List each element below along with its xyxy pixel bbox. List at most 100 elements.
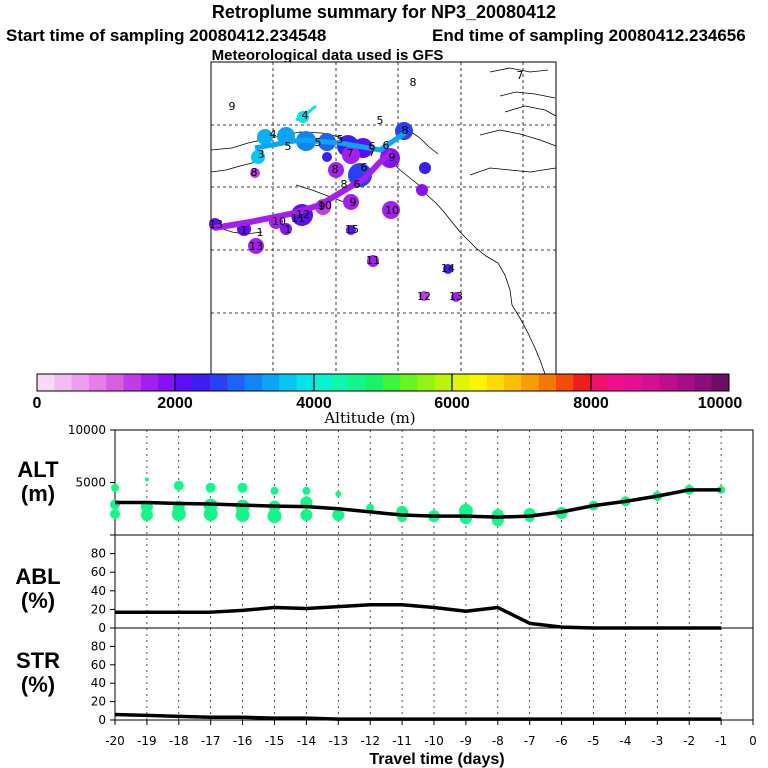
alt-point: [300, 509, 313, 522]
met-data-label: Meteorological data used is GFS: [211, 47, 444, 64]
colorbar-cell: [383, 374, 401, 391]
x-tick-label: -17: [201, 734, 221, 748]
end-time-label: End time of sampling 20080412.234656: [432, 26, 746, 45]
colorbar-cell: [313, 374, 332, 391]
colorbar: 0 2000 4000 6000 8000 10000 Altitude (m): [33, 373, 743, 427]
colorbar-cell: [140, 374, 159, 391]
plume-blob: [251, 150, 265, 164]
map-day-label: 11: [366, 254, 380, 267]
colorbar-cell: [365, 374, 384, 391]
colorbar-cell: [607, 374, 626, 391]
colorbar-title: Altitude (m): [323, 409, 415, 427]
map-day-label: 1: [257, 226, 264, 239]
colorbar-cell: [158, 374, 176, 391]
x-tick-label: -14: [297, 734, 317, 748]
x-tick-label: -16: [233, 734, 253, 748]
map-day-label: 8: [332, 163, 339, 176]
x-tick-label: -2: [683, 734, 695, 748]
map-day-label: 9: [350, 196, 357, 209]
alt-point: [237, 482, 248, 493]
x-tick-label: -15: [265, 734, 285, 748]
map-day-label: 14: [441, 262, 455, 275]
colorbar-cell: [659, 374, 678, 391]
colorbar-cell: [556, 374, 574, 391]
colorbar-cell: [469, 374, 488, 391]
colorbar-cell: [106, 374, 124, 391]
alt-point: [366, 503, 375, 512]
abl-y-tick-label: 0: [98, 621, 106, 635]
colorbar-cell: [573, 374, 592, 391]
alt-point: [235, 508, 250, 523]
plume-blob: [367, 255, 379, 267]
x-tick-label: -9: [460, 734, 472, 748]
x-tick-label: -7: [524, 734, 536, 748]
plume-blob: [346, 225, 356, 235]
alt-point: [110, 509, 120, 519]
x-axis-label: Travel time (days): [369, 751, 504, 768]
start-time-label: Start time of sampling 20080412.234548: [6, 26, 327, 45]
plume-blob: [322, 152, 332, 162]
map-day-label: 5: [377, 114, 384, 127]
colorbar-ticks: 0 2000 4000 6000 8000 10000: [33, 395, 743, 412]
colorbar-tick-label: 4000: [296, 395, 332, 412]
map-day-label: 8: [251, 166, 258, 179]
plume-blob: [416, 184, 428, 196]
map-day-label: 6: [383, 139, 390, 152]
plume-track: [213, 149, 394, 231]
colorbar-cell: [88, 374, 107, 391]
alt-point: [203, 507, 218, 521]
map-day-label: 7: [369, 146, 376, 159]
coastline: [210, 67, 557, 375]
map-day-label: 6: [369, 140, 376, 153]
colorbar-cell: [71, 374, 90, 391]
series-lines: [114, 488, 722, 721]
colorbar-cell: [400, 374, 419, 391]
colorbar-cell: [296, 374, 315, 391]
x-tick-label: -4: [619, 734, 631, 748]
map-day-label: 13: [449, 290, 463, 303]
abl-panel-unit: (%): [21, 588, 55, 613]
colorbar-frame: [36, 373, 730, 392]
colorbar-cell: [538, 374, 557, 391]
plume-blob: [451, 292, 461, 302]
str-y-tick-label: 0: [98, 713, 106, 727]
colorbar-cell: [504, 374, 522, 391]
plume-track: [295, 104, 317, 122]
x-tick-label: -20: [105, 734, 125, 748]
colorbar-cell: [677, 374, 695, 391]
map-day-label: 5: [285, 140, 292, 153]
plume-blob: [343, 194, 359, 210]
str-line: [114, 712, 722, 721]
colorbar-cell: [227, 374, 246, 391]
x-tick-label: -8: [492, 734, 504, 748]
alt-panel-unit: (m): [21, 481, 55, 506]
x-tick-label: -19: [137, 734, 157, 748]
str-panel-label: STR: [16, 648, 60, 673]
chart-title: Retroplume summary for NP3_20080412: [211, 2, 557, 22]
plume-blob: [250, 168, 260, 178]
map-day-label: 12: [417, 290, 431, 303]
map-day-label: 6: [354, 178, 361, 191]
plume-blob: [419, 162, 431, 174]
map-day-label: 4: [302, 109, 309, 122]
colorbar-tick-label: 6000: [434, 395, 470, 412]
str-panel-unit: (%): [21, 672, 55, 697]
colorbar-tick-label: 2000: [157, 395, 193, 412]
y-tick-labels: 5000 10000 0 20 40 60 80 0 20 40 60 80: [68, 423, 115, 727]
map-day-label: 4: [270, 128, 277, 141]
alt-line: [115, 488, 722, 519]
colorbar-cell: [261, 374, 280, 391]
colorbar-cell: [37, 374, 55, 391]
x-tick-labels: -20 -19 -18 -17 -16 -15 -14 -13 -12 -11 -10 -9 -8 -7-…: [105, 734, 757, 748]
map-day-label: 12: [296, 208, 310, 221]
vertical-gridlines: [114, 430, 754, 725]
str-y-tick-label: 40: [91, 676, 106, 690]
colorbar-cells: [37, 374, 730, 391]
map-day-label: 9: [319, 200, 326, 213]
alt-y-tick-label: 5000: [75, 476, 106, 490]
alt-point: [173, 480, 184, 491]
colorbar-cell: [417, 374, 436, 391]
alt-panel-label: ALT: [17, 457, 59, 482]
